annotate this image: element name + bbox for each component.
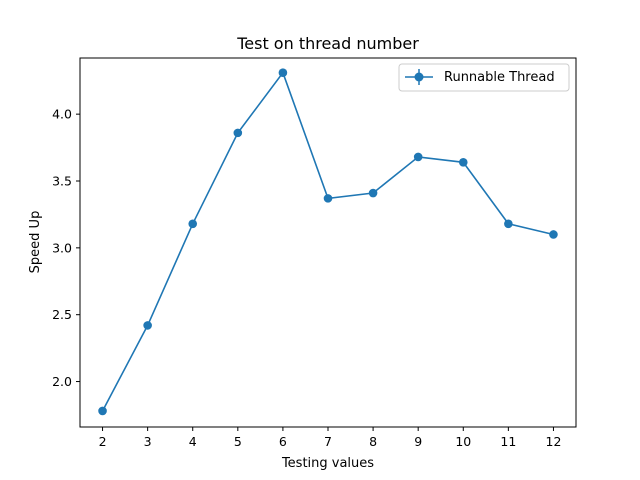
legend-box [398,63,570,92]
data-point [143,321,152,330]
data-point [278,68,288,78]
plot-frame [79,57,577,428]
x-axis-ticks: 2 3 4 5 6 7 8 9 10 11 12 [99,427,562,449]
data-point [549,230,558,239]
y-tick-label: 2.0 [52,374,72,389]
x-tick-label: 10 [455,434,471,449]
x-tick-label: 2 [99,434,107,449]
y-tick-label: 3.5 [52,174,72,189]
legend: Runnable Thread [398,63,570,92]
y-tick-label: 2.5 [52,307,72,322]
data-point [504,219,513,229]
legend-entry-label: Runnable Thread [444,70,555,85]
x-tick-label: 4 [189,434,197,449]
data-point [98,406,107,416]
series-layer [98,68,558,416]
x-tick-label: 5 [234,434,242,449]
y-tick-label: 4.0 [52,107,72,122]
x-tick-label: 3 [144,434,152,449]
chart-title: Test on thread number [236,34,419,53]
data-point [458,157,468,167]
x-tick-label: 8 [369,434,377,449]
x-tick-label: 11 [500,434,516,449]
x-tick-label: 9 [414,434,422,449]
legend-marker-swatch [414,72,424,82]
y-axis-ticks: 2.0 2.5 3.0 3.5 4.0 [52,107,80,389]
data-point [368,188,378,198]
data-point [323,194,333,203]
data-point [413,152,423,162]
y-tick-label: 3.0 [52,240,72,255]
data-point [233,128,243,138]
x-tick-label: 7 [324,434,332,449]
data-point [188,219,198,229]
x-axis-label: Testing values [281,456,374,471]
x-tick-label: 12 [546,434,562,449]
y-axis-label: Speed Up [28,211,43,274]
x-tick-label: 6 [279,434,287,449]
